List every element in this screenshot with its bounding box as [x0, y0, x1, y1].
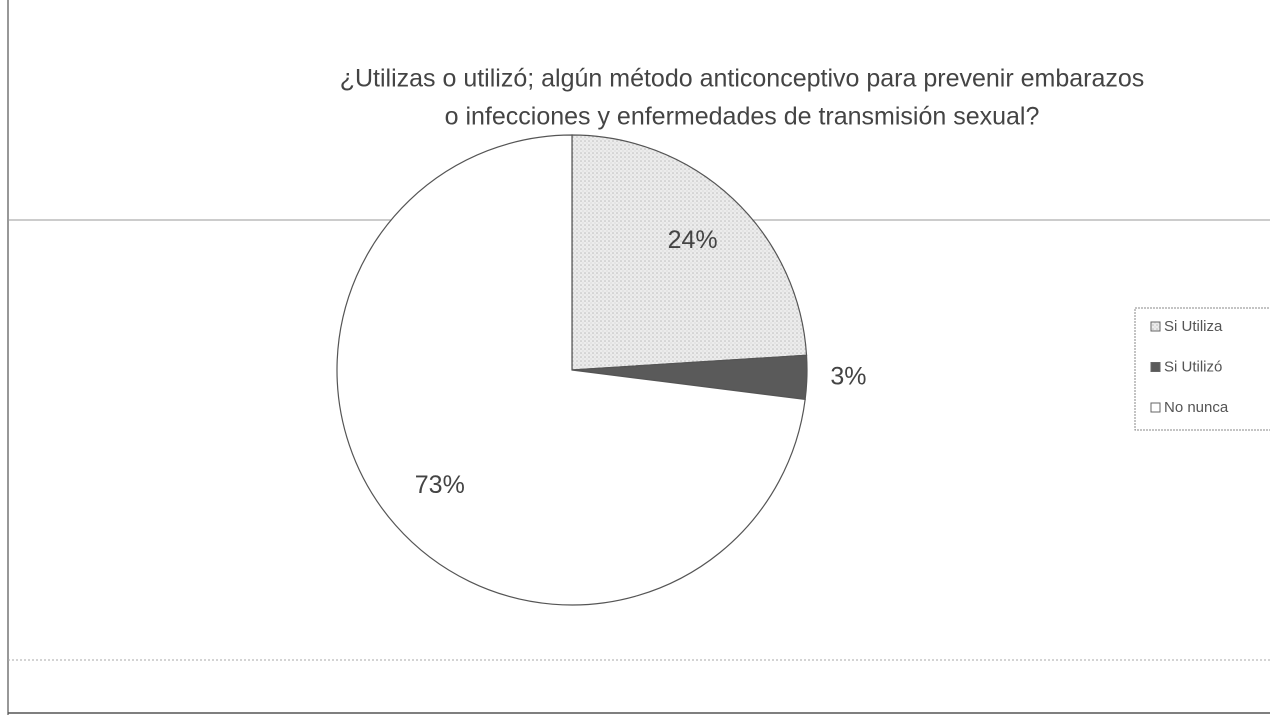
legend-swatch: [1150, 362, 1161, 372]
data-label: 24%: [668, 226, 718, 254]
legend-swatch: [1150, 321, 1161, 332]
legend-swatch: [1150, 402, 1161, 413]
chart-title: o infecciones y enfermedades de transmis…: [445, 103, 1040, 131]
legend: Si Utiliza Si Utilizó No nunca: [1134, 307, 1270, 431]
legend-label: No nunca: [1164, 399, 1229, 416]
chart-title: ¿Utilizas o utilizó; algún método antico…: [340, 65, 1145, 93]
data-label: 3%: [830, 363, 866, 391]
legend-label: Si Utiliza: [1164, 318, 1223, 335]
data-label: 73%: [415, 471, 465, 499]
legend-label: Si Utilizó: [1164, 358, 1222, 375]
pie-slice: [571, 134, 808, 371]
pie: 24% 3% 73%: [336, 134, 867, 606]
pie-slice: [336, 134, 806, 606]
